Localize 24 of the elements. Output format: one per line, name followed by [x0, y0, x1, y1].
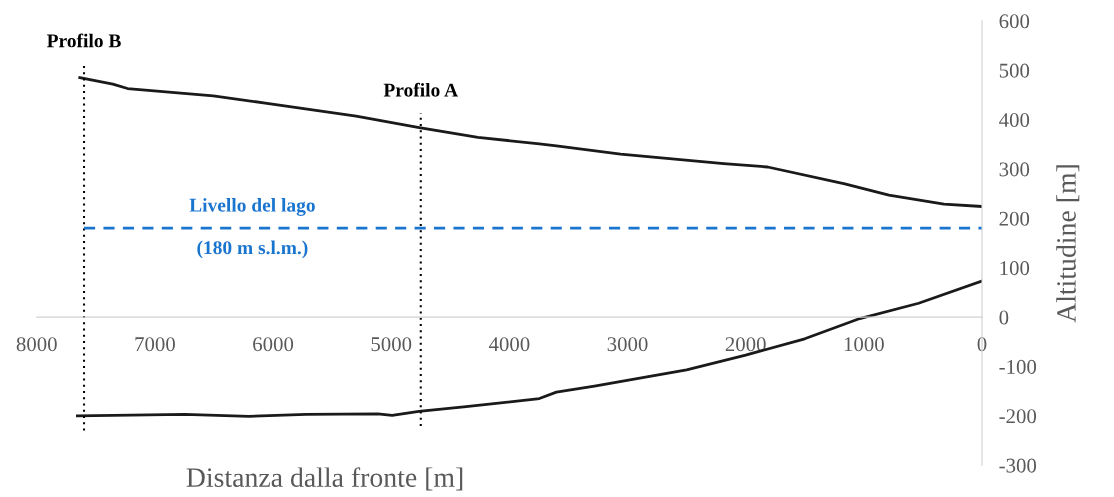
x-axis-title: Distanza dalla fronte [m]: [186, 467, 463, 491]
y-tick-label: 600: [999, 14, 1030, 29]
y-tick-label: -200: [999, 409, 1037, 424]
y-tick-label: 100: [1000, 261, 1030, 276]
y-tick-label: -300: [999, 458, 1037, 473]
text: Livello del lago (180 m s.l.m.): [189, 198, 315, 259]
y-tick-label: 500: [999, 63, 1030, 78]
x-tick-label: 6000: [253, 337, 294, 352]
y-tick-label: -100: [999, 359, 1037, 374]
x-tick-label: 1000: [844, 337, 884, 352]
y-axis-title: Altitudine [m]: [1056, 165, 1080, 323]
ref-line-label: Profilo A: [383, 82, 458, 97]
x-tick-label: 4000: [488, 337, 530, 352]
y-tick-label: 300: [999, 162, 1030, 177]
x-tick-label: 8000: [16, 337, 57, 352]
y-tick-label: 0: [999, 310, 1009, 325]
x-tick-label: 2000: [725, 337, 766, 352]
ref-line-label: Profilo B: [46, 33, 121, 48]
x-tick-label: 5000: [371, 337, 412, 352]
y-tick-label: 200: [999, 211, 1030, 226]
x-tick-label: 7000: [135, 337, 175, 352]
y-tick-label: 400: [999, 112, 1030, 128]
x-tick-label: 0: [977, 337, 987, 352]
x-tick-label: 3000: [607, 337, 648, 352]
